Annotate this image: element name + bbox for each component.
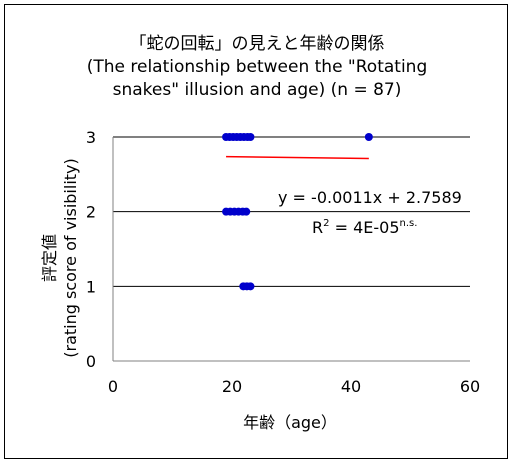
r-squared-annotation: R2 = 4E-05n.s.: [312, 218, 417, 237]
regression-equation: y = -0.0011x + 2.7589: [278, 188, 462, 207]
x-axis-label: 年齢（age）: [243, 413, 337, 432]
r2-significance: n.s.: [400, 218, 418, 229]
chart-frame: [4, 4, 508, 459]
y-tick-label-0: 0: [86, 352, 96, 371]
gridlines: [113, 136, 470, 287]
trendline: [226, 155, 369, 160]
data-points: [222, 133, 373, 291]
y-axis-label: 評定値 (rating score of visibility): [40, 158, 80, 357]
chart-title-line-1: 「蛇の回転」の見えと年齢の関係: [129, 34, 385, 54]
chart-title-line-2: (The relationship between the "Rotating: [86, 57, 428, 77]
r2-superscript: 2: [323, 218, 329, 229]
y-tick-label-1: 1: [86, 277, 96, 296]
y-tick-label-3: 3: [86, 128, 96, 147]
trendline-layer: [226, 155, 369, 160]
x-tick-label-0: 0: [108, 377, 118, 396]
data-point-14: [242, 207, 251, 216]
x-tick-label-40: 40: [341, 377, 361, 396]
r2-prefix: R: [312, 218, 323, 237]
chart-title-line-3: snakes" illusion and age) (n = 87): [112, 80, 402, 100]
data-point-7: [246, 133, 255, 141]
axes: [112, 137, 470, 362]
y-axis-label-line-1: 評定値: [40, 234, 59, 282]
y-axis-label-line-2: (rating score of visibility): [61, 158, 80, 357]
y-tick-label-2: 2: [86, 203, 96, 222]
r2-value: = 4E-05: [330, 218, 400, 237]
x-tick-label-20: 20: [222, 377, 242, 396]
tick-labels: 0 1 2 3 0 20 40 60: [86, 128, 480, 396]
data-point-17: [246, 282, 255, 291]
svg-text:R2 = 4E-05n.s.: R2 = 4E-05n.s.: [312, 218, 417, 237]
x-tick-label-60: 60: [460, 377, 480, 396]
data-point-8: [364, 133, 373, 141]
